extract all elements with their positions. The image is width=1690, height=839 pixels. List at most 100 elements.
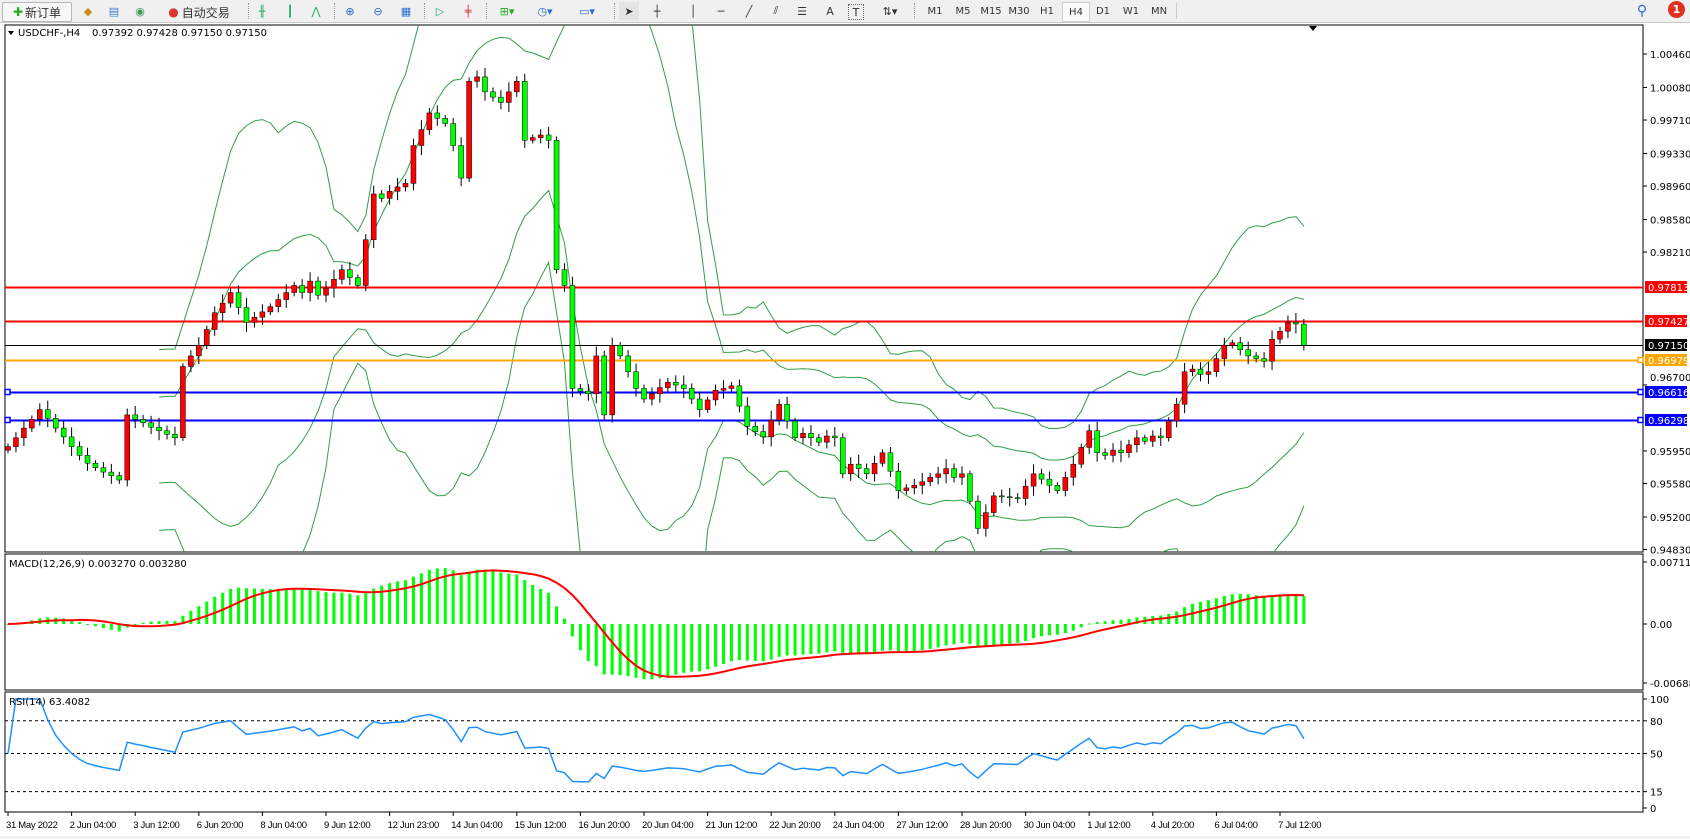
new-order-icon: ✚: [12, 5, 24, 19]
candle-body-bull: [29, 419, 35, 429]
arrows-dropdown-icon[interactable]: ⇅▾: [882, 4, 898, 18]
hline-handle[interactable]: [1637, 356, 1644, 364]
line-chart-icon[interactable]: ⋀: [311, 4, 321, 18]
hline-handle[interactable]: [1637, 416, 1644, 424]
auto-trading-button[interactable]: ● 自动交易: [158, 2, 240, 22]
timeframe-m15[interactable]: M15: [980, 5, 1002, 17]
price-tick-label: 0.94830: [1650, 546, 1690, 557]
text-label-icon[interactable]: T: [848, 4, 864, 20]
auto-trading-icon: ●: [168, 5, 179, 19]
zoom-out-icon[interactable]: ⊖: [373, 4, 383, 18]
candle-body-bear: [951, 468, 957, 478]
candle: [983, 504, 989, 537]
zoom-in-icon[interactable]: ⊕: [345, 4, 355, 18]
data-window-icon[interactable]: ▤: [108, 4, 120, 18]
trendline-icon[interactable]: ╱: [745, 4, 753, 18]
macd-bar: [292, 588, 296, 624]
crosshair-icon[interactable]: ┼: [653, 4, 661, 18]
candle-body-bull: [847, 463, 854, 475]
candle: [386, 184, 393, 205]
chart-shift-icon[interactable]: ╪: [464, 4, 472, 18]
time-tick-label: 30 Jun 04:00: [1024, 820, 1075, 831]
candle-body-bull: [903, 487, 910, 491]
text-tool-icon[interactable]: A: [826, 4, 834, 18]
macd-bar: [515, 574, 519, 624]
candle-body-bull: [1165, 420, 1172, 439]
time-tick-label: 1 Jul 12:00: [1087, 820, 1130, 831]
candlestick-chart-icon[interactable]: ┃: [286, 4, 294, 18]
candle-body-bull: [665, 382, 671, 388]
timeframe-mn[interactable]: MN: [1150, 5, 1168, 17]
macd-bar: [62, 618, 66, 624]
timeframe-m1[interactable]: M1: [927, 5, 943, 17]
search-icon[interactable]: ⚲: [1636, 3, 1648, 19]
timeframe-m5[interactable]: M5: [955, 5, 971, 17]
equidistant-channel-icon[interactable]: ⫽: [773, 4, 779, 17]
candle: [370, 185, 377, 248]
candle: [180, 363, 186, 441]
macd-tick-label: 0.00: [1650, 620, 1672, 631]
market-watch-icon[interactable]: ◆: [83, 4, 93, 18]
hline-handle[interactable]: [1637, 388, 1644, 396]
macd-bar: [1008, 624, 1012, 644]
cursor-icon[interactable]: ➤: [619, 2, 639, 20]
macd-bar: [404, 580, 407, 624]
candle: [124, 408, 130, 487]
vertical-line-icon[interactable]: │: [689, 4, 697, 18]
macd-pane[interactable]: [4, 553, 1644, 691]
candle: [688, 383, 695, 405]
horizontal-line-icon[interactable]: ─: [717, 4, 725, 18]
timeframe-m30[interactable]: M30: [1008, 5, 1030, 17]
navigator-icon[interactable]: ◉: [135, 4, 145, 18]
timeframe-w1[interactable]: W1: [1122, 5, 1140, 17]
templates-icon[interactable]: ▭▾: [579, 4, 595, 18]
auto-scroll-icon[interactable]: ▷: [435, 4, 445, 18]
macd-bar: [70, 620, 74, 624]
candle-body-bear: [45, 409, 51, 419]
candle: [1014, 493, 1021, 503]
chart-canvas[interactable]: 1.00460 1.00080 0.99710 0.99330 0.98960 0.985…: [0, 23, 1690, 836]
fibonacci-icon[interactable]: ☰: [797, 4, 807, 18]
macd-bar: [86, 624, 89, 625]
candle: [323, 281, 329, 303]
macd-bar: [547, 592, 551, 624]
timeframe-h4[interactable]: H4: [1062, 2, 1090, 22]
candle-body-bull: [935, 473, 941, 478]
chart-shift-marker[interactable]: [1309, 26, 1317, 31]
indicators-dropdown-icon[interactable]: ⊞▾: [499, 4, 515, 18]
macd-bar: [714, 624, 718, 667]
candle: [172, 426, 178, 446]
candle-body-bull: [537, 134, 544, 138]
time-tick-label: 27 Jun 12:00: [896, 820, 947, 831]
candle: [506, 82, 512, 112]
timeframe-d1[interactable]: D1: [1095, 5, 1111, 17]
macd-bar: [912, 624, 916, 652]
candle: [466, 77, 472, 182]
candle-body-bull: [609, 345, 615, 416]
new-order-button[interactable]: ✚ 新订单: [2, 2, 72, 22]
periods-clock-icon[interactable]: ◷▾: [537, 4, 553, 18]
symbol-menu-icon[interactable]: [8, 31, 14, 35]
candle: [442, 115, 448, 127]
candle: [537, 129, 544, 144]
chart-window[interactable]: 1.00460 1.00080 0.99710 0.99330 0.98960 0.985…: [0, 23, 1690, 836]
candle: [832, 427, 838, 447]
candle-body-bull: [291, 285, 297, 293]
bar-chart-icon[interactable]: ╫: [258, 4, 266, 18]
hline-handle[interactable]: [4, 416, 11, 424]
candle-body-bear: [315, 280, 321, 296]
candle: [140, 414, 146, 428]
macd-bar: [1040, 624, 1043, 637]
macd-bar: [197, 606, 201, 624]
macd-bar: [706, 624, 710, 670]
candle-body-bear: [1197, 368, 1204, 375]
rsi-pane[interactable]: [4, 691, 1644, 813]
notification-badge[interactable]: 1: [1668, 1, 1685, 18]
candle: [76, 441, 83, 461]
timeframe-h1[interactable]: H1: [1040, 5, 1054, 17]
candle: [514, 76, 520, 97]
hline-price-label: 0.97427: [1648, 317, 1689, 328]
hline-handle[interactable]: [4, 388, 11, 396]
candle: [458, 137, 464, 187]
tile-windows-icon[interactable]: ▦: [400, 4, 412, 18]
